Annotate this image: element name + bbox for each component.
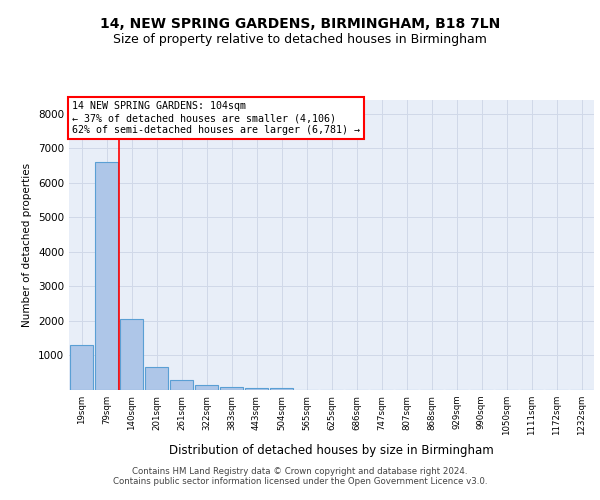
Y-axis label: Number of detached properties: Number of detached properties [22, 163, 32, 327]
Bar [95, 162, 118, 390]
Bar [269, 388, 293, 390]
Bar [70, 345, 94, 390]
Bar [145, 366, 169, 390]
Text: Contains public sector information licensed under the Open Government Licence v3: Contains public sector information licen… [113, 477, 487, 486]
Bar [194, 385, 218, 390]
Text: Contains HM Land Registry data © Crown copyright and database right 2024.: Contains HM Land Registry data © Crown c… [132, 467, 468, 476]
Text: Size of property relative to detached houses in Birmingham: Size of property relative to detached ho… [113, 32, 487, 46]
Bar [119, 319, 143, 390]
Bar [220, 386, 244, 390]
Text: 14 NEW SPRING GARDENS: 104sqm
← 37% of detached houses are smaller (4,106)
62% o: 14 NEW SPRING GARDENS: 104sqm ← 37% of d… [71, 102, 359, 134]
Text: 14, NEW SPRING GARDENS, BIRMINGHAM, B18 7LN: 14, NEW SPRING GARDENS, BIRMINGHAM, B18 … [100, 18, 500, 32]
Bar [170, 380, 193, 390]
Bar [245, 388, 268, 390]
X-axis label: Distribution of detached houses by size in Birmingham: Distribution of detached houses by size … [169, 444, 494, 456]
